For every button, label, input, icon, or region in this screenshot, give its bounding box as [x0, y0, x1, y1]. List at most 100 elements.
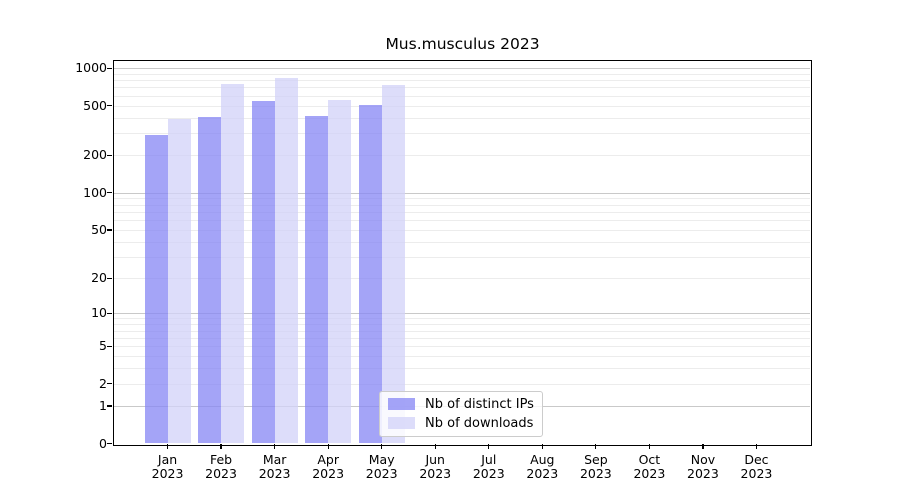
gridline-minor: [114, 330, 810, 332]
gridline-minor: [114, 95, 810, 97]
month-label: Jun: [425, 451, 445, 467]
legend-item: Nb of downloads: [388, 416, 534, 431]
gridline-minor: [114, 80, 810, 82]
y-tick-mark: [107, 312, 112, 314]
gridline-minor: [114, 155, 810, 157]
plot-area: Nb of distinct IPs Nb of downloads 0 1 2 5 10…: [75, 59, 812, 481]
x-tick-mark: [702, 443, 704, 449]
y-tick-label: 10: [91, 305, 107, 321]
gridline-minor: [114, 198, 810, 200]
bar-mar-distinct-ips: [251, 100, 275, 444]
x-tick-mark: [274, 443, 276, 449]
gridline-minor: [114, 324, 810, 326]
bar-apr-downloads: [328, 99, 352, 444]
x-tick-label: May 2023: [352, 451, 412, 482]
y-tick-label: 50: [91, 221, 107, 237]
x-tick-label: Aug 2023: [512, 451, 572, 482]
y-tick-mark: [107, 229, 112, 231]
x-tick-mark: [434, 443, 436, 449]
y-tick-label: 1: [99, 397, 107, 413]
bar-jan-distinct-ips: [144, 135, 168, 444]
x-tick-mark: [166, 443, 169, 449]
gridline-minor: [114, 346, 810, 348]
y-tick-mark: [107, 443, 112, 445]
bar-mar-downloads: [274, 77, 298, 444]
gridline-minor: [114, 278, 810, 280]
x-tick-mark: [755, 443, 758, 449]
month-label: May: [368, 451, 395, 467]
x-tick-mark: [381, 443, 383, 449]
month-label: Oct: [638, 451, 661, 467]
legend-swatch: [388, 417, 415, 429]
bar-jan-downloads: [167, 119, 191, 444]
month-label: Dec: [744, 451, 769, 467]
year-label: 2023: [205, 466, 237, 481]
y-tick-label: 1000: [75, 60, 107, 76]
year-label: 2023: [740, 466, 773, 481]
month-label: Aug: [530, 451, 555, 467]
y-tick-mark: [107, 192, 112, 194]
legend-swatch: [388, 398, 415, 410]
gridline-minor: [114, 133, 810, 135]
year-label: 2023: [151, 466, 184, 481]
legend-item: Nb of distinct IPs: [388, 397, 534, 412]
gridline-minor: [114, 318, 810, 320]
x-tick-mark: [595, 443, 597, 449]
gridline-minor: [114, 117, 810, 119]
x-tick-label: Jan 2023: [138, 451, 198, 482]
gridline-minor: [114, 256, 810, 258]
x-tick-label: Mar 2023: [245, 451, 305, 482]
y-tick-label: 5: [99, 338, 107, 354]
month-label: Jul: [481, 451, 497, 467]
y-tick-label: 500: [83, 97, 107, 113]
bar-apr-distinct-ips: [305, 116, 329, 444]
year-label: 2023: [633, 466, 666, 481]
x-tick-label: Jul 2023: [459, 451, 519, 482]
legend-item-label: Nb of downloads: [425, 415, 534, 431]
year-label: 2023: [258, 466, 291, 481]
gridline-minor: [114, 220, 810, 222]
gridline-minor: [114, 211, 810, 213]
gridline-minor: [114, 87, 810, 89]
month-label: Mar: [262, 451, 287, 467]
gridline-minor: [114, 241, 810, 243]
y-tick-mark: [107, 105, 112, 107]
bar-feb-distinct-ips: [198, 116, 222, 444]
x-tick-mark: [327, 443, 329, 449]
x-tick-label: Oct 2023: [619, 451, 679, 482]
x-tick-mark: [220, 443, 222, 449]
gridline-minor: [114, 229, 810, 231]
month-label: Apr: [317, 451, 339, 467]
year-label: 2023: [526, 466, 559, 481]
year-label: 2023: [472, 466, 505, 481]
month-label: Nov: [690, 451, 716, 467]
bar-may-distinct-ips: [358, 104, 382, 444]
year-label: 2023: [579, 466, 612, 481]
gridline-major: [114, 313, 810, 315]
y-tick-mark: [107, 67, 112, 69]
y-tick-label: 0: [99, 435, 107, 451]
year-label: 2023: [419, 466, 452, 481]
x-tick-label: Apr 2023: [298, 451, 358, 482]
y-tick-label: 100: [83, 184, 107, 200]
y-tick-label: 200: [83, 147, 107, 163]
gridline-minor: [114, 383, 810, 385]
gridline-major: [114, 68, 810, 70]
gridline-minor: [114, 73, 810, 75]
gridline-major: [114, 192, 810, 194]
x-tick-label: Sep 2023: [566, 452, 626, 482]
legend: Nb of distinct IPs Nb of downloads: [379, 390, 543, 437]
bar-may-downloads: [381, 84, 405, 444]
x-tick-label: Feb 2023: [191, 451, 251, 482]
month-label: Jan: [157, 451, 178, 467]
y-tick-mark: [107, 277, 112, 279]
bar-feb-downloads: [221, 84, 245, 444]
month-label: Feb: [209, 451, 233, 467]
gridline-minor: [114, 356, 810, 358]
x-tick-label: Dec 2023: [726, 451, 786, 482]
chart-title: Mus.musculus 2023: [385, 35, 540, 53]
x-tick-mark: [648, 443, 650, 449]
y-tick-mark: [107, 154, 112, 157]
year-label: 2023: [365, 466, 398, 481]
gridline-minor: [114, 204, 810, 206]
